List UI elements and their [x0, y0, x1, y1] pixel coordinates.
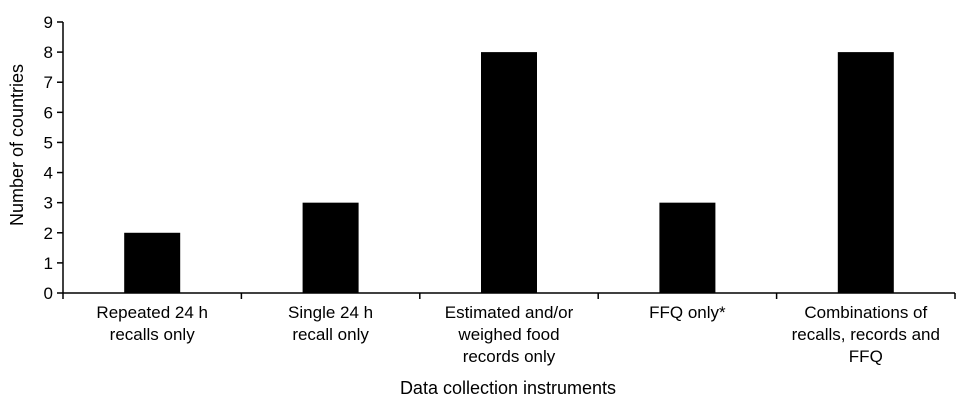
- bar: [481, 52, 537, 293]
- category-label-line: FFQ: [849, 347, 883, 366]
- bar: [659, 202, 716, 293]
- category-label: Estimated and/or weighed food records only: [445, 303, 574, 366]
- y-tick-label: 6: [44, 103, 53, 122]
- category-label-line: recalls, records and: [792, 325, 940, 344]
- y-axis-title: Number of countries: [7, 64, 27, 226]
- category-label: Combinations of recalls, records and FFQ: [792, 303, 940, 366]
- bar: [124, 232, 181, 293]
- category-label-line: weighed food: [457, 325, 559, 344]
- y-tick-label: 7: [44, 73, 53, 92]
- y-tick-label: 9: [44, 13, 53, 32]
- category-label: Single 24 h recall only: [288, 303, 373, 344]
- y-tick-label: 8: [44, 43, 53, 62]
- y-tick-label: 1: [44, 254, 53, 273]
- bar: [302, 202, 359, 293]
- category-label: FFQ only*: [649, 303, 726, 322]
- category-labels: Repeated 24 h recalls only Single 24 h reca…: [96, 303, 940, 366]
- category-label: Repeated 24 h recalls only: [96, 303, 208, 344]
- y-tick-label: 4: [44, 164, 53, 183]
- category-label-line: records only: [463, 347, 556, 366]
- category-label-line: Repeated 24 h: [96, 303, 208, 322]
- category-label-line: Combinations of: [804, 303, 927, 322]
- y-tick-label: 2: [44, 224, 53, 243]
- bar: [837, 52, 894, 293]
- category-label-line: recall only: [292, 325, 369, 344]
- y-tick-label: 3: [44, 194, 53, 213]
- category-label-line: FFQ only*: [649, 303, 726, 322]
- y-axis: 0 1 2 3 4 5 6 7 8 9: [44, 13, 64, 303]
- category-label-line: Single 24 h: [288, 303, 373, 322]
- category-label-line: Estimated and/or: [445, 303, 574, 322]
- bars: [124, 52, 894, 293]
- y-tick-label: 0: [44, 284, 53, 303]
- x-axis-title: Data collection instruments: [400, 378, 616, 398]
- category-label-line: recalls only: [110, 325, 196, 344]
- x-axis: [62, 292, 956, 299]
- y-tick-label: 5: [44, 133, 53, 152]
